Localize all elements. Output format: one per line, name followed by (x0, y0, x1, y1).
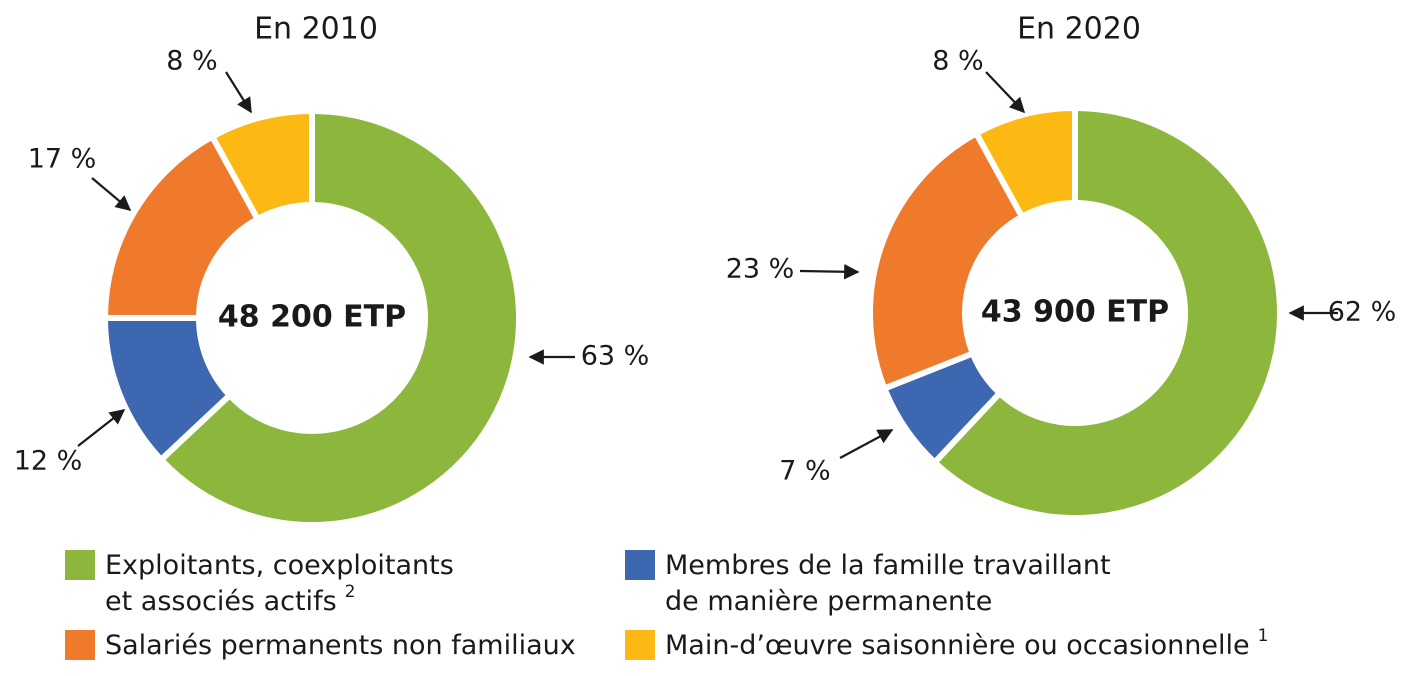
donut-segment (930, 104, 1283, 521)
legend-label: Exploitants, coexploitants (105, 550, 454, 581)
value-label: 7 % (779, 456, 830, 487)
donut-segment (101, 132, 262, 321)
value-label: 63 % (581, 341, 650, 372)
center-label: 48 200 ETP (218, 300, 406, 335)
donut-segment (156, 107, 522, 528)
legend-note: 2 (345, 582, 356, 602)
legend-swatch (65, 630, 95, 660)
legend-text: de manière permanente (665, 586, 992, 617)
arrow (799, 264, 860, 280)
donut-segment (208, 107, 315, 224)
center-label: 43 900 ETP (981, 295, 1169, 330)
arrow (91, 177, 132, 211)
legend-label: Salariés permanents non familiaux (105, 630, 576, 661)
donut-segment (972, 104, 1078, 221)
legend-swatch (625, 630, 655, 660)
value-label: 17 % (28, 144, 97, 175)
legend-label: de manière permanente (665, 586, 992, 617)
value-label: 23 % (726, 254, 795, 285)
legend-label: et associés actifs 2 (105, 582, 355, 617)
value-label: 62 % (1328, 297, 1397, 328)
arrow (77, 409, 126, 447)
arrow (839, 429, 894, 459)
value-label: 8 % (166, 46, 217, 77)
chart-title: En 2020 (1017, 12, 1141, 47)
legend-text: Exploitants, coexploitants (105, 550, 454, 581)
arrow (225, 71, 252, 114)
legend-label: Main-d’œuvre saisonnière ou occasionnell… (665, 626, 1268, 661)
arrow (985, 71, 1026, 114)
legend-label: Membres de la famille travaillant (665, 550, 1111, 581)
legend-swatch (625, 550, 655, 580)
legend-note: 1 (1258, 626, 1269, 646)
value-label: 12 % (14, 446, 83, 477)
chart-title: En 2010 (254, 12, 378, 47)
legend-text: Main-d’œuvre saisonnière ou occasionnell… (665, 630, 1250, 661)
donut-segment (867, 129, 1027, 393)
value-label: 8 % (932, 46, 983, 77)
legend-swatch (65, 550, 95, 580)
legend-text: Salariés permanents non familiaux (105, 630, 576, 661)
legend-text: Membres de la famille travaillant (665, 550, 1111, 581)
legend-text: et associés actifs (105, 586, 337, 617)
